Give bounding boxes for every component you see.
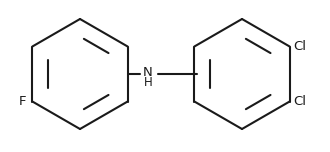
Text: Cl: Cl (294, 95, 307, 108)
Text: F: F (19, 95, 26, 108)
Text: N: N (143, 66, 153, 78)
Text: H: H (144, 76, 152, 88)
Text: Cl: Cl (294, 40, 307, 53)
